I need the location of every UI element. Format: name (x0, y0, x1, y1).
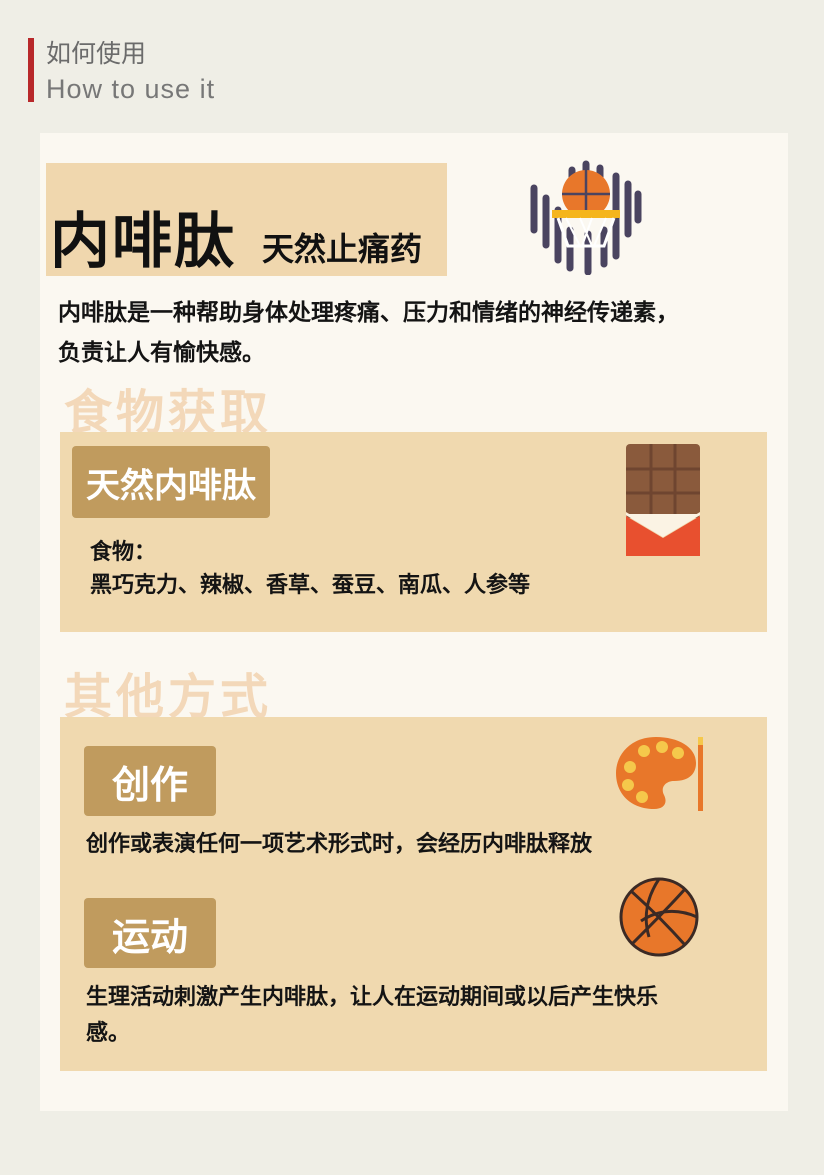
exercise-text-line2: 感。 (86, 1020, 131, 1046)
tag-natural-endorphin: 天然内啡肽 (72, 446, 270, 518)
exercise-text-line1: 生理活动刺激产生内啡肽，让人在运动期间或以后产生快乐 (86, 984, 659, 1010)
header-title-zh: 如何使用 (46, 39, 147, 68)
food-label: 食物： (90, 539, 157, 565)
intro-line: 内啡肽是一种帮助身体处理疼痛、压力和情绪的神经传递素， (58, 299, 679, 326)
food-items: 黑巧克力、辣椒、香草、蚕豆、南瓜、人参等 (90, 572, 531, 598)
chocolate-bar-icon (626, 444, 700, 556)
creation-text: 创作或表演任何一项艺术形式时，会经历内啡肽释放 (86, 831, 593, 857)
tag-exercise: 运动 (84, 898, 216, 968)
tag-creation: 创作 (84, 746, 216, 816)
basketball-icon (619, 877, 699, 957)
paint-palette-icon (616, 737, 703, 811)
header-title-en: How to use it (46, 74, 216, 104)
intro-line: 负责让人有愉快感。 (58, 339, 265, 366)
basketball-hoop-icon (530, 160, 642, 275)
title-band (46, 163, 447, 276)
page-title: 内啡肽 (50, 207, 236, 277)
intro-text: 内啡肽是一种帮助身体处理疼痛、压力和情绪的神经传递素， 负责让人有愉快感。 (58, 293, 778, 373)
page-subtitle: 天然止痛药 (262, 230, 423, 268)
section-heading-food: 食物获取 (64, 385, 273, 441)
section-heading-other: 其他方式 (64, 669, 273, 725)
header-accent-bar (28, 38, 34, 102)
